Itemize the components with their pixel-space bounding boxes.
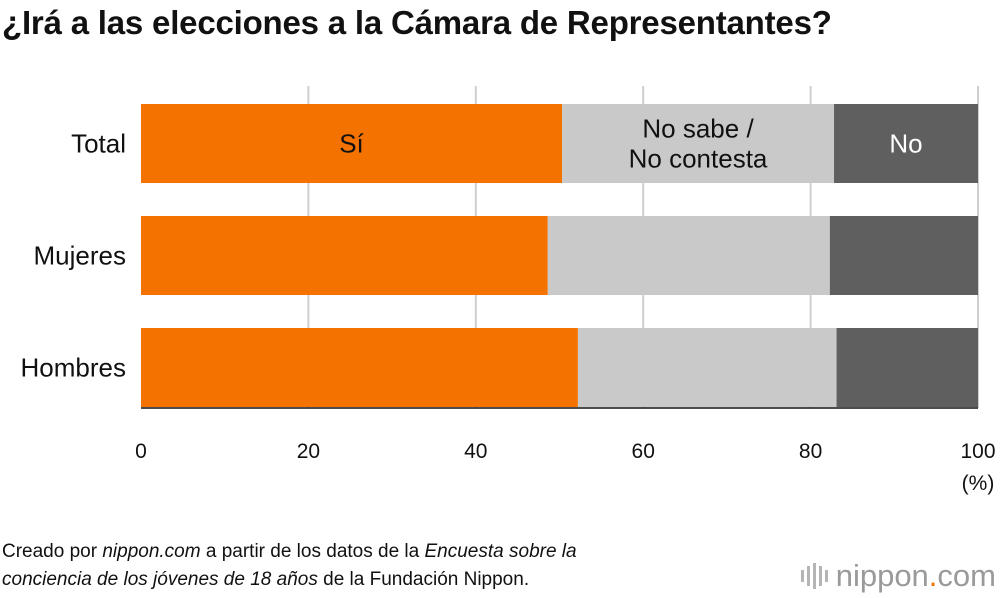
x-tick-labels: 0 20 40 60 80 100 bbox=[135, 440, 995, 463]
nippon-logo: nippon. com bbox=[800, 558, 996, 594]
x-tick-label: 60 bbox=[632, 440, 655, 463]
segment-labels: Sí No sabe /No contesta No bbox=[339, 114, 922, 174]
category-label: Total bbox=[71, 129, 126, 159]
bar-segment-hombres-1 bbox=[577, 328, 837, 407]
segment-label: Sí bbox=[339, 129, 364, 159]
stacked-bar-chart: Total Mujeres Hombres Sí No sabe /No contes… bbox=[21, 86, 996, 495]
bar-segment-mujeres-0 bbox=[141, 216, 548, 295]
chart-title: ¿Irá a las elecciones a la Cámara de Rep… bbox=[2, 4, 832, 41]
segment-label: No sabe / bbox=[642, 114, 754, 144]
x-tick-label: 20 bbox=[297, 440, 320, 463]
segment-label: No contesta bbox=[629, 144, 768, 174]
caption-line-2: conciencia de los jóvenes de 18 años de … bbox=[2, 569, 530, 590]
bar-segment-hombres-2 bbox=[836, 328, 978, 407]
bars bbox=[141, 104, 978, 407]
segment-label: No bbox=[889, 129, 922, 159]
source-caption: Creado por nippon.com a partir de los da… bbox=[2, 538, 577, 594]
x-tick-label: 40 bbox=[464, 440, 487, 463]
category-label: Mujeres bbox=[34, 241, 126, 271]
x-tick-label: 0 bbox=[135, 440, 147, 463]
bar-segment-total-0 bbox=[141, 104, 563, 183]
bar-segment-total-1 bbox=[562, 104, 835, 183]
category-labels: Total Mujeres Hombres bbox=[21, 129, 126, 383]
x-unit-label: (%) bbox=[962, 472, 995, 495]
logo-bars-icon bbox=[800, 563, 828, 589]
x-tick-label: 100 bbox=[960, 440, 995, 463]
category-label: Hombres bbox=[21, 353, 126, 383]
bar-segment-total-2 bbox=[834, 104, 978, 183]
bar-segment-mujeres-2 bbox=[829, 216, 978, 295]
bar-segment-mujeres-1 bbox=[547, 216, 830, 295]
x-tick-label: 80 bbox=[799, 440, 822, 463]
bar-segment-hombres-0 bbox=[141, 328, 578, 407]
caption-line-1: Creado por nippon.com a partir de los da… bbox=[2, 541, 577, 562]
